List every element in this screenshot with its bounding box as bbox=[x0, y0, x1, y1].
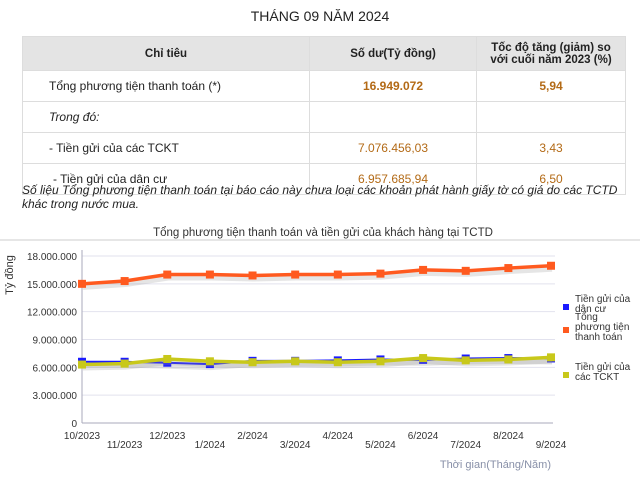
data-point bbox=[163, 270, 172, 279]
y-tick-label: 3.000.000 bbox=[33, 391, 78, 402]
x-tick-label: 1/2024 bbox=[195, 440, 226, 451]
legend-label: Tổng phương tiện thanh toán bbox=[575, 311, 629, 343]
x-tick-label: 10/2023 bbox=[64, 431, 101, 442]
x-tick-label: 11/2023 bbox=[107, 440, 143, 451]
y-tick-label: 0 bbox=[71, 419, 77, 430]
data-point bbox=[504, 355, 513, 364]
y-tick-label: 12.000.000 bbox=[27, 308, 77, 319]
chart-title: Tổng phương tiện thanh toán và tiền gửi … bbox=[153, 227, 493, 239]
x-tick-label: 5/2024 bbox=[365, 440, 396, 451]
y-tick-label: 9.000.000 bbox=[33, 336, 78, 347]
x-tick-label: 2/2024 bbox=[237, 431, 268, 442]
legend-label: Tiền gửi của các TCKT bbox=[575, 361, 631, 383]
cell: 6,50 bbox=[476, 163, 626, 195]
x-tick-label: 4/2024 bbox=[323, 431, 354, 442]
table-row: - Tiền gửi của dân cư 6.957.685,94 6,50 bbox=[22, 163, 626, 195]
cell: 5,94 bbox=[476, 70, 626, 102]
data-point bbox=[78, 360, 86, 369]
series-line bbox=[81, 264, 552, 286]
summary-table: Chỉ tiêu Số dư(Tỷ đồng) Tốc độ tăng (giả… bbox=[22, 36, 626, 195]
data-point bbox=[163, 354, 172, 363]
legend-marker bbox=[563, 304, 569, 310]
data-point bbox=[504, 264, 513, 273]
data-point bbox=[376, 357, 385, 366]
data-point bbox=[461, 356, 470, 365]
data-point bbox=[461, 266, 470, 275]
data-point bbox=[376, 269, 385, 278]
data-point bbox=[205, 270, 214, 279]
series-shadow bbox=[82, 357, 553, 371]
table-row: - Tiền gửi của các TCKT 7.076.456,03 3,43 bbox=[22, 132, 626, 164]
data-point bbox=[333, 270, 342, 279]
series-line bbox=[81, 355, 552, 367]
y-axis-label: Tỷ đồng bbox=[4, 255, 16, 295]
cell: 3,43 bbox=[476, 132, 626, 164]
data-point bbox=[547, 353, 555, 362]
data-point bbox=[78, 279, 86, 288]
legend-marker bbox=[563, 327, 569, 333]
table-row: Tổng phương tiện thanh toán (*) 16.949.07… bbox=[22, 70, 626, 102]
x-tick-label: 6/2024 bbox=[408, 431, 439, 442]
cell: Tổng phương tiện thanh toán (*) bbox=[22, 70, 310, 102]
x-tick-label: 12/2023 bbox=[149, 431, 186, 442]
data-point bbox=[291, 270, 300, 279]
data-point bbox=[291, 357, 300, 366]
x-tick-label: 9/2024 bbox=[536, 440, 567, 451]
page-title: THÁNG 09 NĂM 2024 bbox=[250, 8, 390, 24]
data-point bbox=[248, 358, 257, 367]
x-tick-label: 7/2024 bbox=[450, 440, 481, 451]
col-header: Tốc độ tăng (giảm) so với cuối năm 2023 … bbox=[476, 36, 626, 71]
data-point bbox=[120, 359, 129, 368]
x-axis-label: Thời gian(Tháng/Năm) bbox=[440, 459, 551, 471]
data-point bbox=[419, 265, 428, 274]
table-row: Trong đó: bbox=[22, 101, 626, 133]
x-tick-label: 3/2024 bbox=[280, 440, 311, 451]
y-tick-label: 18.000.000 bbox=[27, 252, 77, 263]
series-shadow bbox=[82, 265, 553, 290]
data-point bbox=[333, 358, 342, 367]
cell: - Tiền gửi của các TCKT bbox=[22, 132, 310, 164]
data-point bbox=[419, 354, 428, 363]
footnote: Số liệu Tổng phương tiện thanh toán tại … bbox=[22, 183, 618, 211]
cell bbox=[309, 101, 477, 133]
cell: 7.076.456,03 bbox=[309, 132, 477, 164]
y-tick-label: 6.000.000 bbox=[33, 363, 78, 374]
x-tick-label: 8/2024 bbox=[493, 431, 524, 442]
cell: - Tiền gửi của dân cư bbox=[22, 163, 310, 195]
cell: 16.949.072 bbox=[309, 70, 477, 102]
data-point bbox=[248, 271, 257, 280]
data-point bbox=[547, 261, 555, 270]
col-header: Số dư(Tỷ đồng) bbox=[309, 36, 477, 71]
legend-marker bbox=[563, 372, 569, 378]
legend-label: Tiền gửi của dân cư bbox=[575, 293, 631, 315]
y-tick-label: 15.000.000 bbox=[27, 280, 77, 291]
data-point bbox=[205, 357, 214, 366]
data-point bbox=[120, 277, 129, 286]
table-header: Chỉ tiêu Số dư(Tỷ đồng) Tốc độ tăng (giả… bbox=[22, 36, 626, 71]
